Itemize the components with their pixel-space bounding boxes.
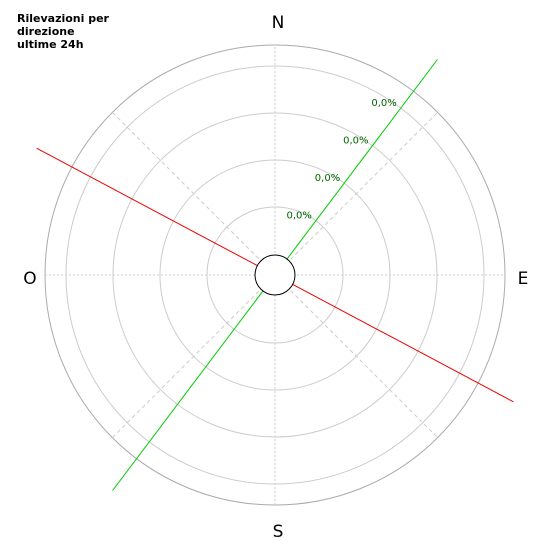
chart-title-line-2: direzione: [17, 25, 75, 38]
direction-label-e: E: [518, 269, 529, 289]
ring-label-3: 0,0%: [343, 136, 368, 147]
ring-label-2: 0,0%: [315, 173, 340, 184]
center-circle: [254, 254, 296, 296]
chart-title: Rilevazioni per direzione ultime 24h: [17, 12, 147, 51]
chart-title-line-3: ultime 24h: [17, 38, 84, 51]
direction-label-s: S: [273, 522, 284, 542]
direction-label-o: O: [23, 269, 36, 289]
direction-label-n: N: [272, 13, 285, 33]
ring-labels: 0,0% 0,0% 0,0% 0,0%: [287, 98, 397, 222]
ring-label-1: 0,0%: [287, 211, 312, 222]
ring-label-4: 0,0%: [371, 98, 396, 109]
chart-title-line-1: Rilevazioni per: [17, 12, 109, 25]
